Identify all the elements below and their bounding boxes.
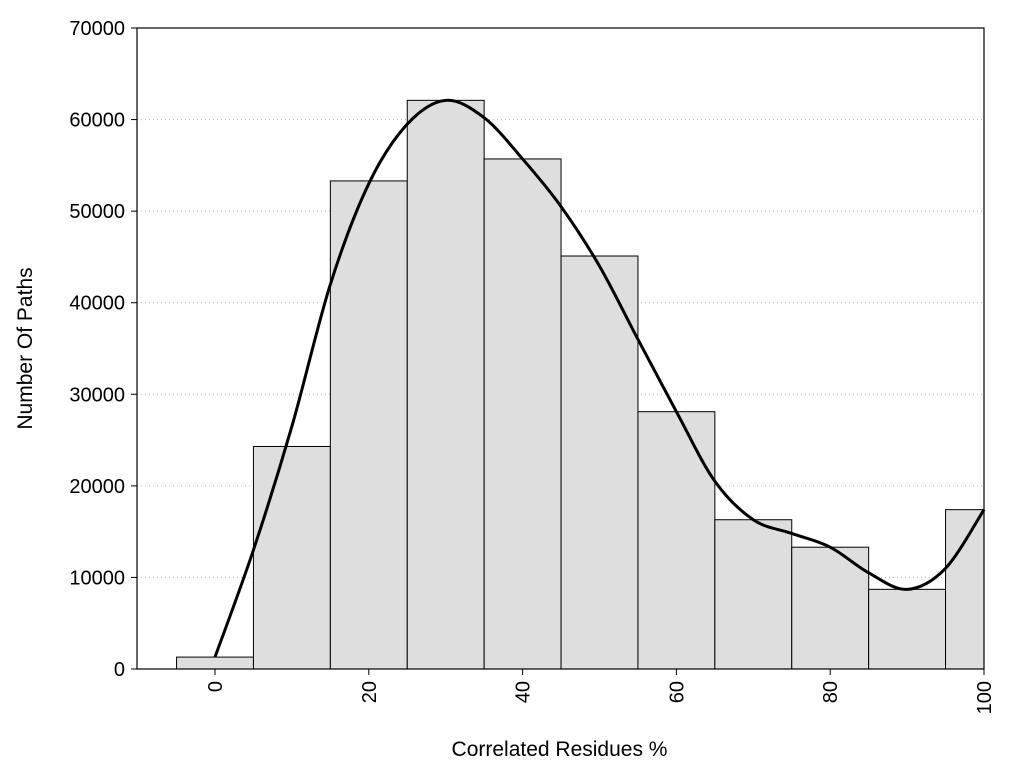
bar-40 xyxy=(483,158,562,670)
y-axis-ticks: 0 10000 20000 30000 40000 50000 60000 70000 xyxy=(69,18,137,681)
y-tick-label: 20000 xyxy=(69,476,125,498)
x-axis-ticks: 0 20 40 60 80 100 xyxy=(205,669,996,714)
y-tick-label: 60000 xyxy=(69,110,125,132)
bar-20 xyxy=(329,180,408,670)
fitted-curve xyxy=(213,98,986,658)
x-tick-label: 40 xyxy=(513,681,535,703)
x-axis-title: Correlated Residues % xyxy=(452,738,668,761)
bar-100 xyxy=(945,509,985,670)
y-tick-label: 10000 xyxy=(69,567,125,589)
x-tick-label: 80 xyxy=(820,681,842,703)
bars-layer xyxy=(176,99,985,670)
x-tick-label: 0 xyxy=(205,681,227,692)
y-tick-label: 0 xyxy=(114,659,125,681)
bar-10 xyxy=(252,445,331,670)
y-tick-label: 70000 xyxy=(69,18,125,40)
bar-50 xyxy=(560,255,639,670)
y-tick-label: 50000 xyxy=(69,201,125,223)
plot-frame xyxy=(136,27,985,670)
bar-30 xyxy=(406,99,485,670)
x-tick-label: 60 xyxy=(666,681,688,703)
y-tick-label: 30000 xyxy=(69,384,125,406)
bar-60 xyxy=(637,411,716,670)
bar-90 xyxy=(868,588,947,670)
bar-70 xyxy=(714,519,793,670)
x-tick-label: 20 xyxy=(359,681,381,703)
x-tick-label: 100 xyxy=(974,681,996,714)
bar-0 xyxy=(176,656,254,670)
y-axis-title: Number Of Paths xyxy=(14,267,37,429)
curve-layer xyxy=(213,98,986,658)
y-tick-label: 40000 xyxy=(69,293,125,315)
